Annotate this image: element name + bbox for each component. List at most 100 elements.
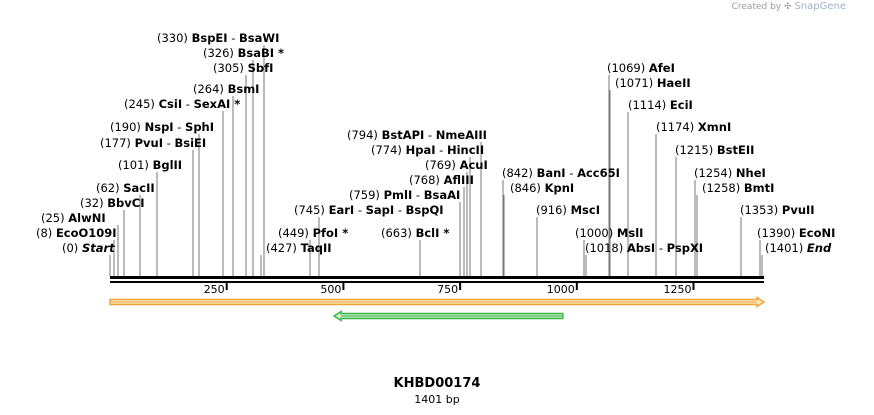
site-label-text[interactable]: (1390) EcoNI [757,226,835,240]
site-label[interactable]: (0) Start [62,241,115,255]
site-label-text[interactable]: (1254) NheI [694,166,766,180]
site-label[interactable]: (427) TaqII [266,241,332,255]
site-position: (245) [124,97,159,111]
site-label-text[interactable]: (774) HpaI - HincII [371,143,484,157]
site-enzyme-name: AflIII [444,173,474,187]
site-label[interactable]: (1069) AfeI [607,61,675,75]
site-label[interactable]: (1174) XmnI [656,120,731,134]
ruler-tick-label: 1250 [664,283,692,296]
site-label-text[interactable]: (1401) End [765,241,832,255]
site-label-text[interactable]: (8) EcoO109I [36,226,117,240]
site-label-text[interactable]: (1353) PvuII [740,203,815,217]
site-label[interactable]: (1071) HaeII [615,76,691,90]
site-label-text[interactable]: (177) PvuI - BsiEI [100,136,206,150]
site-label-text[interactable]: (663) BclI * [381,226,449,240]
site-label-text[interactable]: (759) PmlI - BsaAI [349,188,460,202]
site-position: (1174) [656,120,698,134]
site-label[interactable]: (1018) AbsI - PspXI [585,241,703,255]
site-enzyme-name-alt: PspXI [667,241,703,255]
site-enzyme-name: EarI [329,203,355,217]
site-label-text[interactable]: (768) AflIII [409,173,474,187]
site-label-text[interactable]: (842) BanI - Acc65I [502,166,620,180]
site-label[interactable]: (1353) PvuII [740,203,815,217]
enzyme-separator: - [566,166,577,180]
site-label[interactable]: (842) BanI - Acc65I [502,166,620,180]
site-label-text[interactable]: (0) Start [62,241,115,255]
site-label-text[interactable]: (32) BbvCI [80,196,144,210]
site-label-text[interactable]: (846) KpnI [510,181,574,195]
site-label[interactable]: (62) SacII [96,181,155,195]
site-enzyme-name: NspI [145,120,174,134]
site-label[interactable]: (25) AlwNI [41,211,106,225]
site-label[interactable]: (769) AcuI [425,158,488,172]
site-label-text[interactable]: (1071) HaeII [615,76,691,90]
site-label-text[interactable]: (264) BsmI [193,82,259,96]
site-position: (177) [100,136,135,150]
site-label[interactable]: (190) NspI - SphI [110,120,214,134]
site-label[interactable]: (305) SbfI [213,61,273,75]
site-label-text[interactable]: (427) TaqII [266,241,332,255]
site-enzyme-name: BglII [153,158,183,172]
site-label[interactable]: (794) BstAPI - NmeAIII [347,128,487,142]
site-label[interactable]: (1114) EciI [628,98,693,112]
site-enzyme-name-alt: HincII [447,143,484,157]
site-label-text[interactable]: (190) NspI - SphI [110,120,214,134]
site-label[interactable]: (264) BsmI [193,82,259,96]
site-label-text[interactable]: (745) EarI - SapI - BspQI [294,203,444,217]
site-label[interactable]: (32) BbvCI [80,196,144,210]
site-label-text[interactable]: (1069) AfeI [607,61,675,75]
site-label[interactable]: (449) PfoI * [278,226,348,240]
site-label-text[interactable]: (62) SacII [96,181,155,195]
site-label[interactable]: (101) BglII [118,158,182,172]
site-position: (1000) [575,226,617,240]
site-label[interactable]: (916) MscI [536,203,600,217]
site-label-text[interactable]: (245) CsiI - SexAI * [124,97,240,111]
site-label-text[interactable]: (769) AcuI [425,158,488,172]
site-label-text[interactable]: (1215) BstEII [675,143,754,157]
ruler-tick-label: 1000 [547,283,575,296]
snapgene-logo-icon: ✣ [784,2,792,12]
site-label[interactable]: (1258) BmtI [702,181,774,195]
site-enzyme-name: BstEII [717,143,755,157]
site-label-text[interactable]: (305) SbfI [213,61,273,75]
site-label[interactable]: (774) HpaI - HincII [371,143,484,157]
site-label-text[interactable]: (330) BspEI - BsaWI [157,31,279,45]
site-label-text[interactable]: (1258) BmtI [702,181,774,195]
site-label-text[interactable]: (326) BsaBI * [203,46,284,60]
site-label[interactable]: (1215) BstEII [675,143,754,157]
site-label[interactable]: (1401) End [765,241,832,255]
site-position: (101) [118,158,153,172]
site-label-text[interactable]: (449) PfoI * [278,226,348,240]
site-labels: (0) Start(8) EcoO109I(25) AlwNI(32) BbvC… [36,31,835,255]
site-label-text[interactable]: (794) BstAPI - NmeAIII [347,128,487,142]
ruler-tick-label: 250 [204,283,225,296]
site-position: (62) [96,181,123,195]
site-label[interactable]: (1390) EcoNI [757,226,835,240]
site-label[interactable]: (8) EcoO109I [36,226,117,240]
site-label[interactable]: (177) PvuI - BsiEI [100,136,206,150]
sequence-length: 1401 bp [414,393,460,406]
site-position: (427) [266,241,301,255]
site-enzyme-name: PvuII [782,203,815,217]
site-label[interactable]: (1000) MslI [575,226,643,240]
site-enzyme-name: CsiI [159,97,183,111]
site-label[interactable]: (759) PmlI - BsaAI [349,188,460,202]
site-label-text[interactable]: (101) BglII [118,158,182,172]
site-label-text[interactable]: (1000) MslI [575,226,643,240]
site-label[interactable]: (245) CsiI - SexAI * [124,97,240,111]
site-label[interactable]: (326) BsaBI * [203,46,284,60]
site-enzyme-name-alt: BspQI [406,203,444,217]
site-label-text[interactable]: (916) MscI [536,203,600,217]
site-label[interactable]: (745) EarI - SapI - BspQI [294,203,444,217]
site-enzyme-name: EcoNI [799,226,835,240]
site-label[interactable]: (846) KpnI [510,181,574,195]
site-label[interactable]: (768) AflIII [409,173,474,187]
site-label-text[interactable]: (1018) AbsI - PspXI [585,241,703,255]
site-label-text[interactable]: (25) AlwNI [41,211,106,225]
watermark-prefix: Created by [731,2,782,12]
site-label[interactable]: (1254) NheI [694,166,766,180]
site-label[interactable]: (663) BclI * [381,226,449,240]
site-label-text[interactable]: (1174) XmnI [656,120,731,134]
site-label[interactable]: (330) BspEI - BsaWI [157,31,279,45]
site-label-text[interactable]: (1114) EciI [628,98,693,112]
